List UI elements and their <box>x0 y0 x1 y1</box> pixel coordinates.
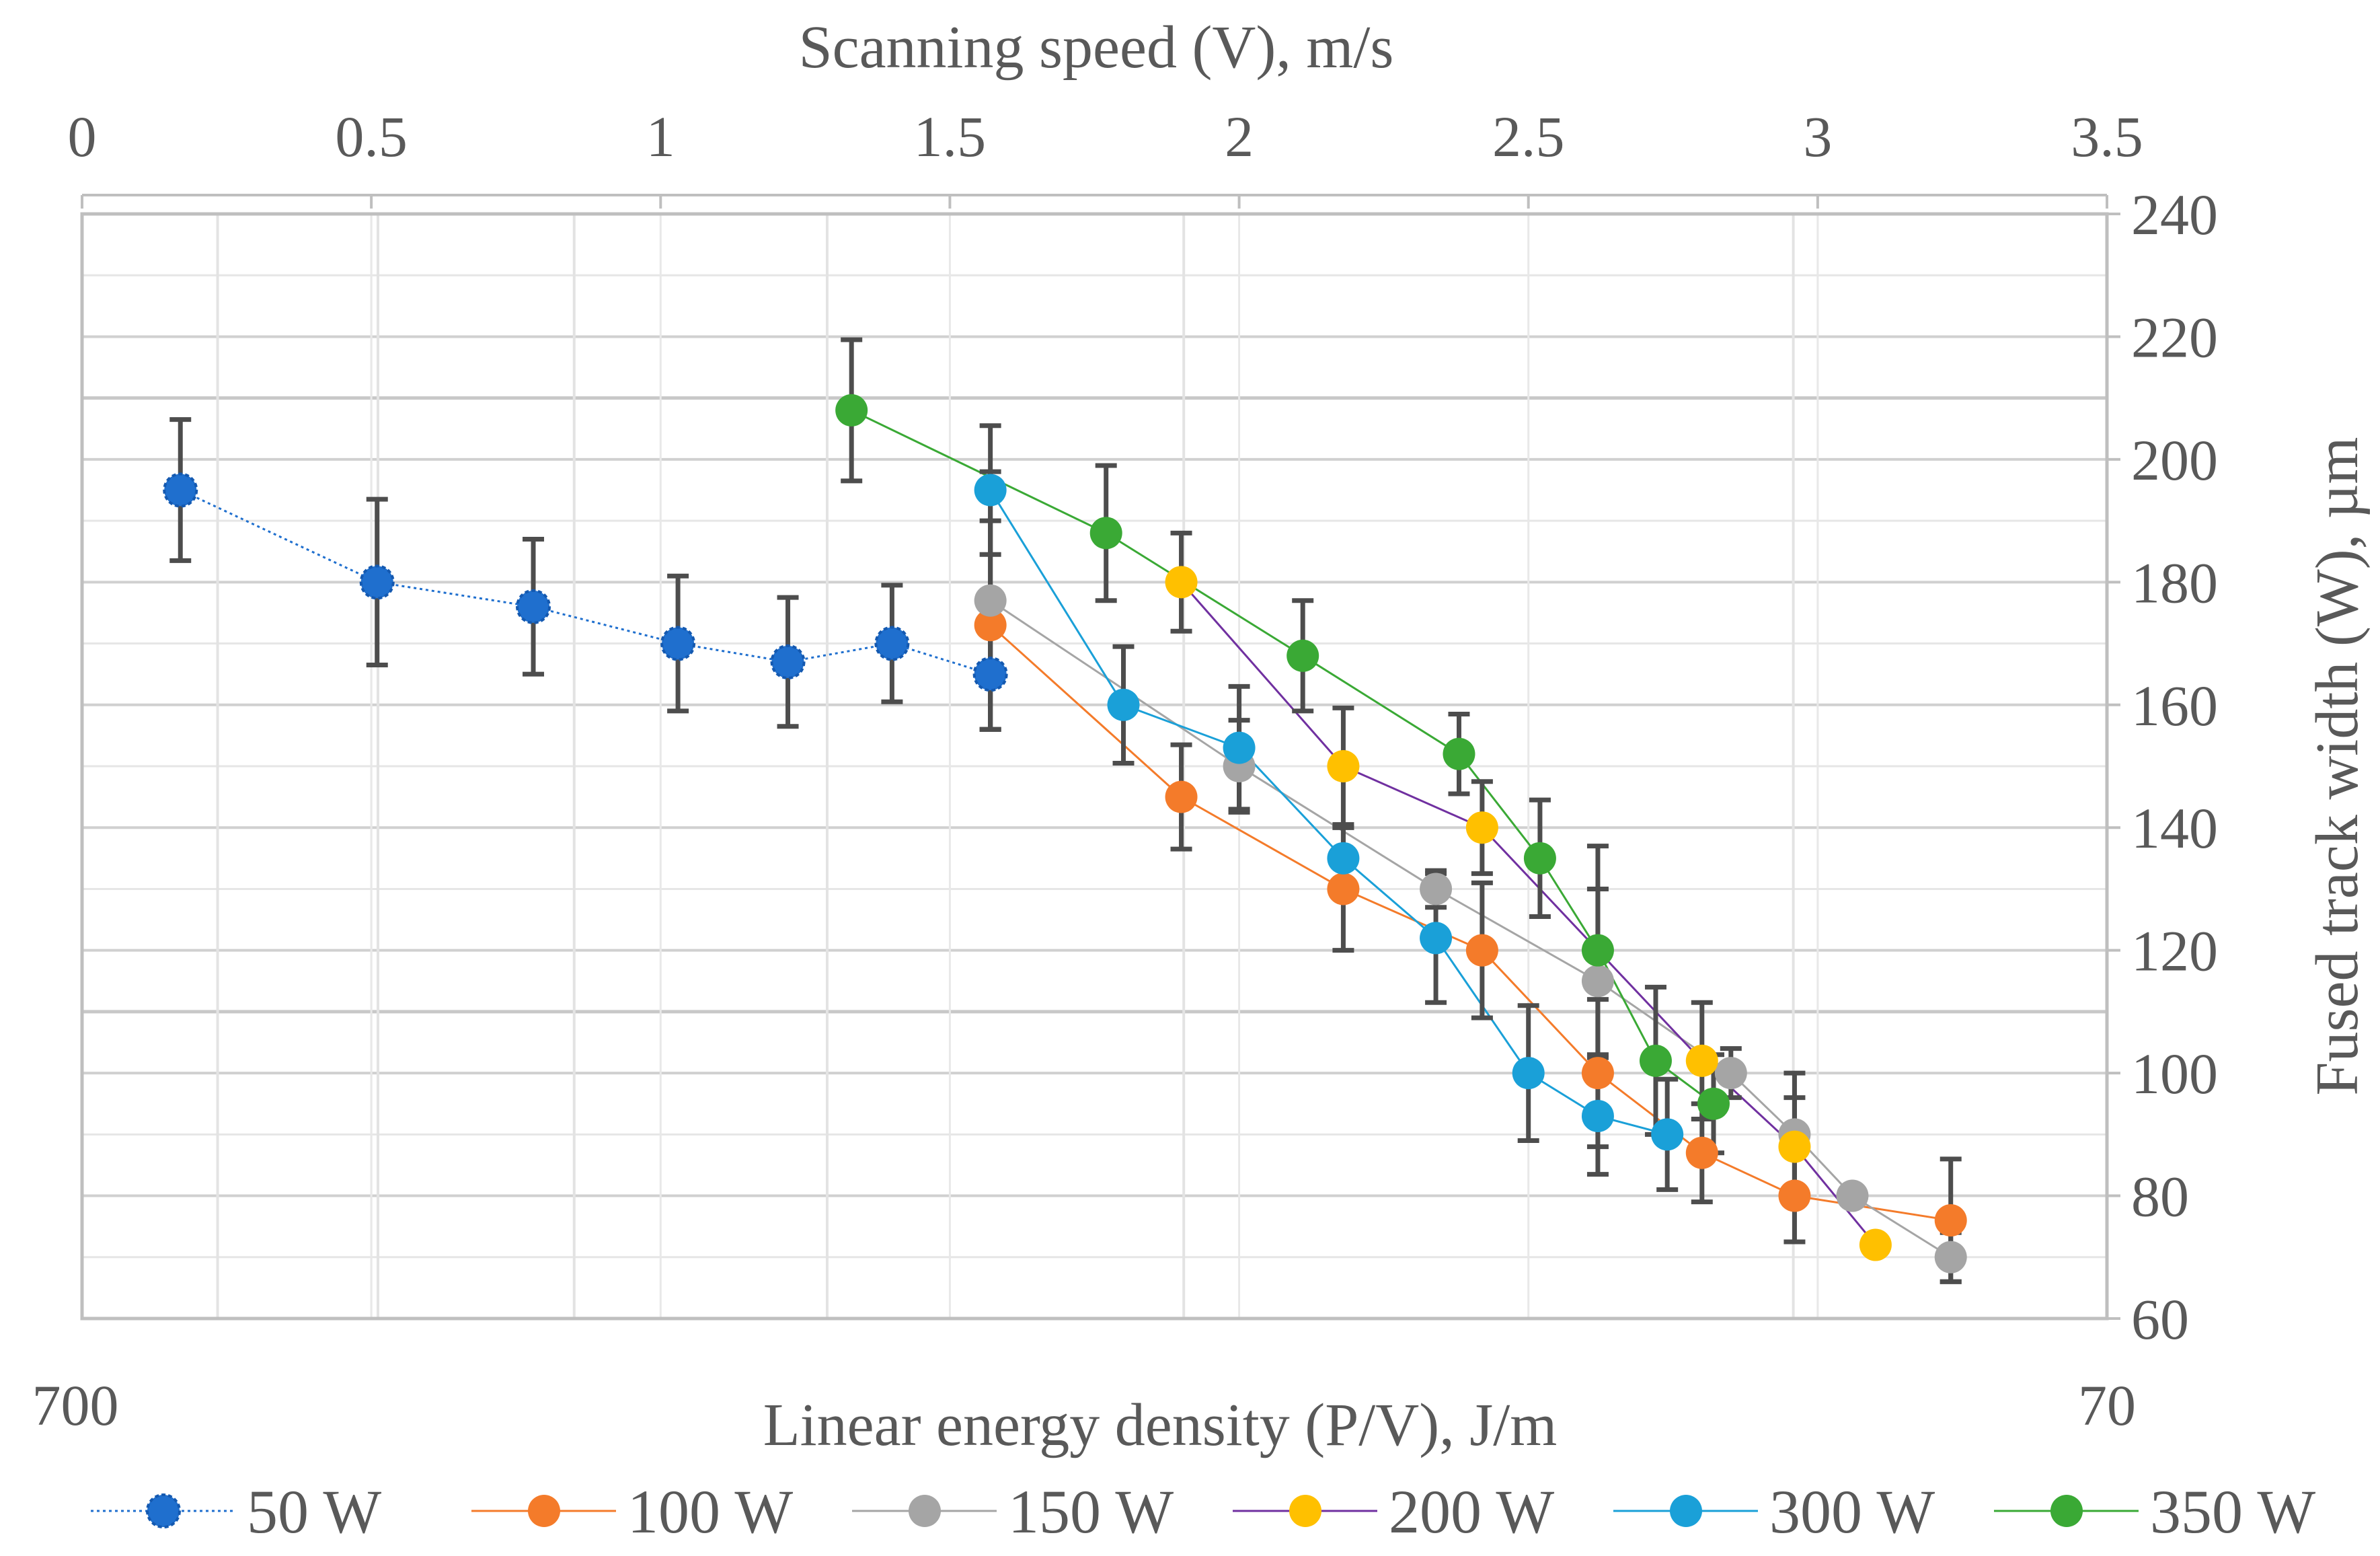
data-point-300w-7 <box>1651 1118 1684 1151</box>
series-lines <box>180 409 1952 1259</box>
right-axis-tick-label: 220 <box>2131 305 2218 369</box>
bottom-axis-tick-right: 70 <box>2078 1373 2136 1438</box>
data-point-300w-4 <box>1420 922 1453 955</box>
data-point-50w-5 <box>874 626 910 661</box>
data-point-150w-6 <box>1836 1179 1869 1212</box>
data-point-50w-6 <box>972 657 1008 692</box>
top-axis-tick-label: 3.5 <box>2071 104 2143 169</box>
data-point-50w-4 <box>770 644 806 679</box>
right-y-axis: 60 80 100 120 140 160 180 200 220 240 <box>2107 182 2218 1351</box>
legend-marker-350w <box>2050 1495 2083 1527</box>
top-axis-tick-label: 3 <box>1803 104 1832 169</box>
data-point-50w-2 <box>516 589 551 624</box>
right-axis-tick-label: 240 <box>2131 182 2218 247</box>
data-point-200w-5 <box>1859 1228 1892 1261</box>
legend-item-50w: 50 W <box>91 1477 381 1546</box>
data-point-150w-0 <box>974 584 1007 617</box>
data-point-300w-6 <box>1581 1099 1614 1132</box>
legend-marker-150w <box>909 1495 941 1527</box>
right-axis-tick-label: 80 <box>2131 1164 2189 1229</box>
top-axis-tick-label: 2.5 <box>1492 104 1565 169</box>
data-point-100w-0 <box>974 609 1007 642</box>
top-axis-title: Scanning speed (V), m/s <box>799 14 1394 81</box>
legend-label-350w: 350 W <box>2150 1477 2315 1546</box>
right-axis-tick-label: 180 <box>2131 550 2218 615</box>
legend-label-50w: 50 W <box>247 1477 381 1546</box>
data-point-350w-6 <box>1639 1044 1672 1077</box>
data-point-100w-7 <box>1934 1204 1967 1237</box>
data-point-200w-3 <box>1685 1044 1718 1077</box>
plot-area-frame <box>80 212 2109 1321</box>
data-point-150w-4 <box>1714 1057 1747 1090</box>
data-point-350w-5 <box>1581 934 1614 967</box>
data-point-150w-7 <box>1934 1240 1967 1273</box>
right-axis-tick-label: 100 <box>2131 1041 2218 1106</box>
legend-marker-50w <box>146 1493 181 1528</box>
top-x-axis: 0 0.5 1 1.5 2 2.5 3 3.5 <box>68 104 2143 209</box>
data-point-300w-0 <box>974 474 1007 507</box>
data-point-350w-4 <box>1523 842 1556 875</box>
data-point-350w-7 <box>1697 1087 1730 1120</box>
bottom-axis-title: Linear energy density (P/V), J/m <box>763 1392 1558 1458</box>
y-axis-title: Fused track width (W), µm <box>2304 437 2371 1095</box>
data-point-300w-2 <box>1223 731 1256 764</box>
legend-item-100w: 100 W <box>471 1477 793 1546</box>
data-point-200w-4 <box>1778 1130 1811 1163</box>
data-point-200w-2 <box>1465 811 1498 844</box>
data-point-350w-1 <box>1089 517 1122 550</box>
legend-item-350w: 350 W <box>1994 1477 2315 1546</box>
legend-label-150w: 150 W <box>1008 1477 1174 1546</box>
data-point-300w-3 <box>1327 842 1360 875</box>
top-axis-tick-label: 2 <box>1225 104 1254 169</box>
top-axis-tick-label: 1.5 <box>914 104 987 169</box>
top-axis-tick-label: 0.5 <box>335 104 408 169</box>
data-point-300w-5 <box>1512 1057 1545 1090</box>
data-point-50w-3 <box>660 626 696 661</box>
right-axis-tick-label: 200 <box>2131 428 2218 492</box>
data-point-100w-1 <box>1165 780 1198 813</box>
series-markers <box>163 394 1967 1273</box>
legend-marker-300w <box>1670 1495 1702 1527</box>
right-axis-tick-label: 140 <box>2131 796 2218 860</box>
bottom-axis-tick-left: 700 <box>32 1373 119 1438</box>
legend-label-100w: 100 W <box>627 1477 793 1546</box>
data-point-100w-3 <box>1465 934 1498 967</box>
data-point-300w-1 <box>1107 688 1140 721</box>
data-point-50w-1 <box>359 564 395 600</box>
right-axis-tick-label: 60 <box>2131 1287 2189 1351</box>
data-point-350w-0 <box>835 394 868 427</box>
data-point-100w-6 <box>1778 1179 1811 1212</box>
legend-marker-200w <box>1289 1495 1321 1527</box>
top-axis-tick-label: 0 <box>68 104 97 169</box>
series-line-100w <box>989 624 1951 1222</box>
series-line-350w <box>851 409 1714 1105</box>
data-point-200w-0 <box>1165 566 1198 599</box>
legend-item-200w: 200 W <box>1233 1477 1554 1546</box>
data-point-150w-3 <box>1581 965 1614 998</box>
data-point-100w-5 <box>1685 1136 1718 1169</box>
legend-item-300w: 300 W <box>1613 1477 1935 1546</box>
legend: 50 W 100 W 150 W 200 W 300 W 350 W <box>91 1477 2315 1546</box>
gridlines <box>82 214 2107 1319</box>
right-axis-tick-label: 120 <box>2131 919 2218 984</box>
data-point-350w-2 <box>1287 639 1319 672</box>
top-axis-tick-label: 1 <box>646 104 675 169</box>
data-point-100w-4 <box>1581 1057 1614 1090</box>
data-point-50w-0 <box>163 472 198 508</box>
legend-marker-100w <box>528 1495 560 1527</box>
data-point-350w-3 <box>1443 737 1475 770</box>
right-axis-tick-label: 160 <box>2131 673 2218 738</box>
legend-item-150w: 150 W <box>852 1477 1174 1546</box>
legend-label-200w: 200 W <box>1389 1477 1554 1546</box>
data-point-150w-2 <box>1420 873 1453 905</box>
data-point-100w-2 <box>1327 873 1360 905</box>
data-point-200w-1 <box>1327 750 1360 782</box>
legend-label-300w: 300 W <box>1769 1477 1935 1546</box>
